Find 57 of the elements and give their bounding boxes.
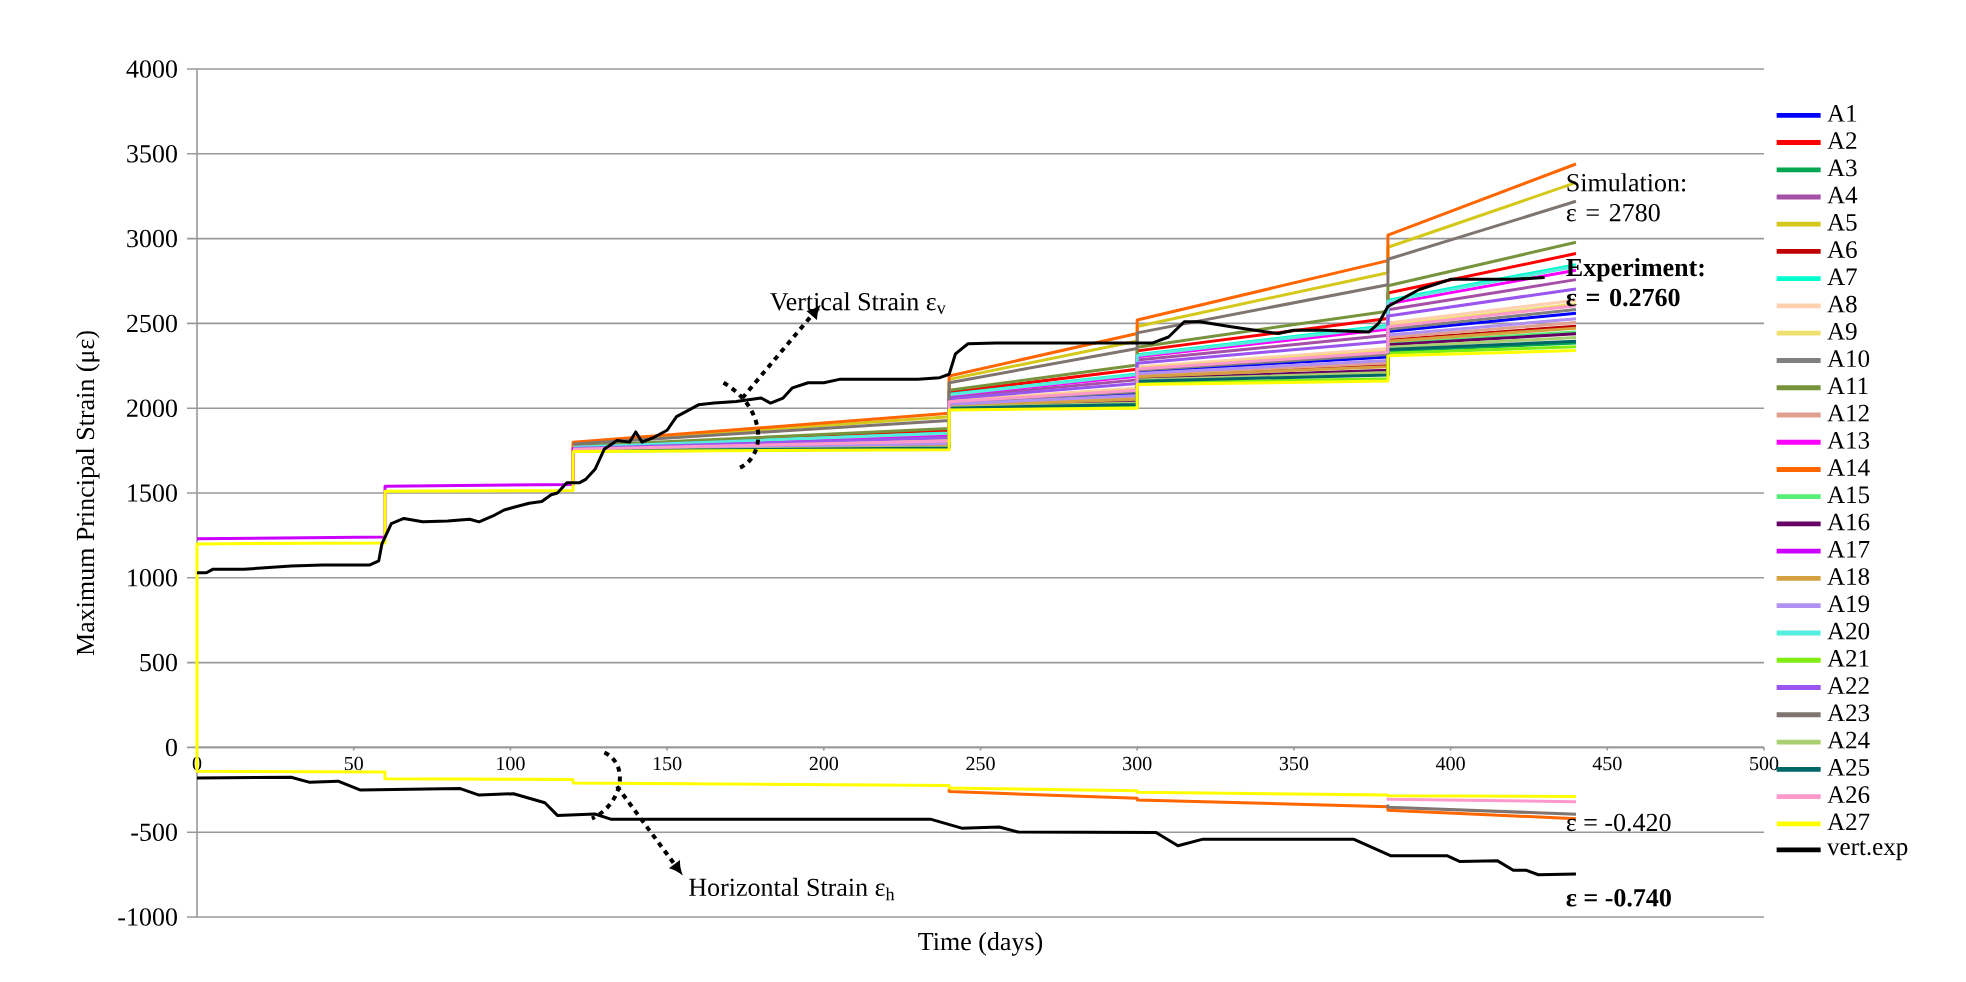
legend-label: A18	[1827, 568, 1870, 586]
x-tick-label: 200	[809, 756, 839, 771]
y-tick-label: 1000	[128, 569, 177, 587]
legend-label: A13	[1827, 432, 1870, 449]
legend-label: A25	[1827, 759, 1870, 776]
legend-label: A14	[1827, 459, 1870, 476]
annotation: Simulation: ε = 2780	[1566, 173, 1686, 222]
annotation: Experiment: ε = 0.2760	[1566, 257, 1704, 307]
legend-label: A9	[1827, 322, 1857, 340]
annotation: ε = -0.740	[1566, 889, 1671, 907]
y-tick-label: 0	[165, 738, 177, 757]
y-tick-label: 500	[140, 653, 177, 672]
x-tick-label: 150	[653, 756, 682, 771]
annotation: Vertical Strain ε$_{v}$	[770, 292, 946, 314]
x-tick-label: 300	[1123, 756, 1152, 771]
x-tick-label: 350	[1279, 756, 1309, 771]
legend-label: A6	[1827, 241, 1857, 259]
x-tick-label: 100	[497, 756, 525, 771]
y-axis-title: Maximum Principal Strain (με)	[75, 331, 100, 656]
legend-label: vert.exp	[1827, 840, 1908, 861]
legend-label: A20	[1827, 622, 1870, 640]
legend-label: A17	[1827, 540, 1870, 558]
legend-label: A23	[1827, 704, 1870, 722]
legend-label: A12	[1827, 404, 1869, 422]
legend-label: A22	[1827, 677, 1869, 694]
legend-label: A21	[1827, 650, 1869, 667]
legend-label: A4	[1827, 186, 1858, 204]
y-tick-label: 3500	[127, 145, 177, 163]
legend-label: A5	[1827, 214, 1857, 231]
legend-label: A11	[1827, 377, 1868, 395]
legend-label: A2	[1827, 132, 1857, 149]
legend-label: A16	[1827, 513, 1870, 531]
legend-label: A19	[1827, 595, 1870, 613]
y-tick-label: 1500	[128, 484, 177, 502]
annotation: ε = -0.420	[1566, 813, 1671, 832]
legend-label: A1	[1827, 105, 1857, 122]
y-tick-label: -500	[131, 823, 177, 841]
annotation: Horizontal Strain ε$_{h}$	[689, 877, 895, 901]
y-tick-label: 3000	[127, 229, 177, 248]
legend-label: A8	[1827, 295, 1857, 313]
legend-label: A15	[1827, 486, 1870, 504]
x-tick-label: 50	[344, 756, 363, 771]
x-tick-label: 400	[1435, 756, 1465, 771]
legend-label: A7	[1827, 268, 1857, 285]
legend-label: A26	[1827, 786, 1870, 804]
legend-label: A27	[1827, 813, 1870, 831]
y-tick-label: -1000	[118, 908, 177, 926]
y-tick-label: 2000	[127, 399, 177, 417]
y-tick-label: 2500	[127, 314, 177, 333]
x-axis-title: Time (days)	[918, 932, 1043, 956]
legend-label: A24	[1827, 731, 1870, 749]
x-tick-label: 450	[1592, 756, 1622, 771]
x-tick-label: 250	[966, 756, 995, 771]
legend-label: A10	[1827, 350, 1870, 368]
x-tick-label: 500	[1750, 756, 1779, 771]
legend-label: A3	[1827, 159, 1857, 177]
y-tick-label: 4000	[126, 60, 177, 78]
